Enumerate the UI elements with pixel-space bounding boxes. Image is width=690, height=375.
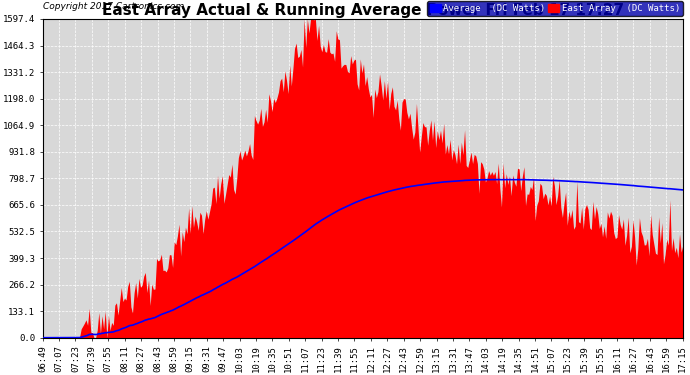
Legend: Average  (DC Watts), East Array  (DC Watts): Average (DC Watts), East Array (DC Watts… <box>427 2 682 16</box>
Text: Copyright 2017 Cartronics.com: Copyright 2017 Cartronics.com <box>43 2 184 11</box>
Title: East Array Actual & Running Average Power Fri Feb 17 17:27: East Array Actual & Running Average Powe… <box>101 3 624 18</box>
